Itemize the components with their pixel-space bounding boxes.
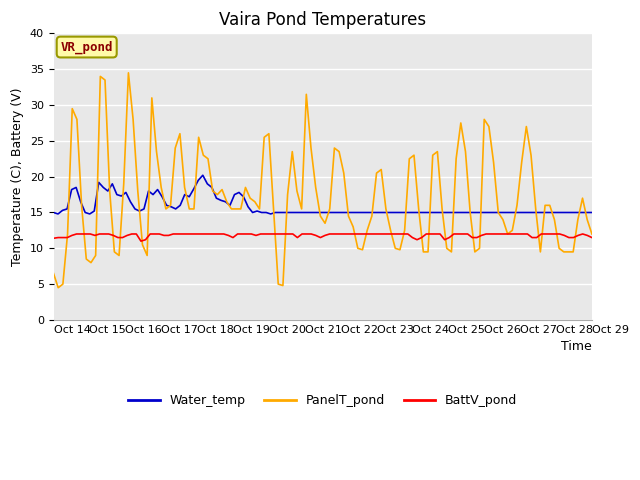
BattV_pond xyxy=(50,235,58,241)
Text: VR_pond: VR_pond xyxy=(60,40,113,54)
Line: PanelT_pond: PanelT_pond xyxy=(54,73,592,288)
X-axis label: Time: Time xyxy=(561,340,592,353)
PanelT_pond xyxy=(495,210,502,216)
PanelT_pond xyxy=(242,184,250,190)
PanelT_pond xyxy=(556,245,563,251)
Water_temp xyxy=(167,204,175,210)
Line: Water_temp: Water_temp xyxy=(54,175,592,214)
PanelT_pond xyxy=(419,249,427,255)
BattV_pond xyxy=(137,238,145,244)
BattV_pond xyxy=(170,231,177,237)
Line: BattV_pond: BattV_pond xyxy=(54,234,592,241)
PanelT_pond xyxy=(508,228,516,233)
PanelT_pond xyxy=(588,231,596,237)
Water_temp xyxy=(54,211,62,217)
Water_temp xyxy=(484,210,492,216)
Water_temp xyxy=(579,210,587,216)
BattV_pond xyxy=(114,235,122,240)
Water_temp xyxy=(357,210,365,216)
BattV_pond xyxy=(588,235,596,240)
Water_temp xyxy=(204,181,211,187)
Water_temp xyxy=(588,210,596,216)
Legend: Water_temp, PanelT_pond, BattV_pond: Water_temp, PanelT_pond, BattV_pond xyxy=(124,389,522,412)
Water_temp xyxy=(50,210,58,216)
BattV_pond xyxy=(482,231,490,237)
Title: Vaira Pond Temperatures: Vaira Pond Temperatures xyxy=(219,11,426,29)
BattV_pond xyxy=(243,231,251,237)
Y-axis label: Temperature (C), Battery (V): Temperature (C), Battery (V) xyxy=(11,87,24,266)
PanelT_pond xyxy=(50,271,58,276)
PanelT_pond xyxy=(387,228,394,233)
BattV_pond xyxy=(473,235,481,240)
BattV_pond xyxy=(73,231,81,237)
Water_temp xyxy=(429,210,437,216)
Water_temp xyxy=(199,172,207,178)
BattV_pond xyxy=(431,231,439,237)
PanelT_pond xyxy=(54,285,62,290)
PanelT_pond xyxy=(125,70,132,76)
